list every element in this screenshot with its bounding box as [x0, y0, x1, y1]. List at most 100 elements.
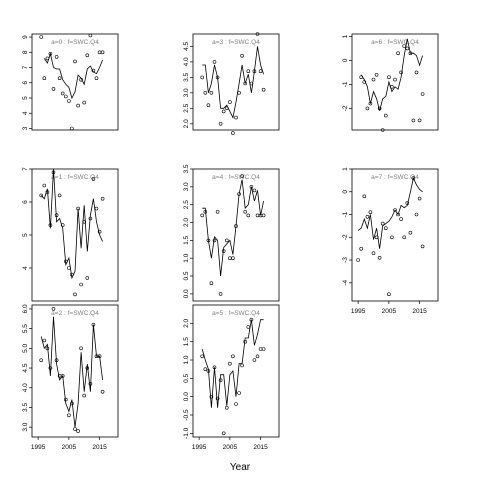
series-line — [40, 168, 103, 280]
y-tick-label: 4 — [22, 266, 29, 270]
data-point — [365, 106, 370, 111]
data-point — [243, 339, 247, 344]
panel-5: a=7 : f=SWC.Q4 -4 -3 -2 -1 0 1 1995 2005 2015 — [342, 167, 439, 315]
data-point — [79, 282, 83, 287]
y-tick-label: -3 — [342, 257, 349, 263]
data-point — [82, 393, 86, 398]
panel-frame — [192, 304, 280, 438]
data-point — [209, 281, 214, 286]
data-point — [377, 255, 382, 260]
series-line — [40, 316, 103, 428]
data-point — [73, 292, 77, 297]
data-point — [91, 177, 96, 181]
series-line — [357, 176, 423, 249]
y-tick-label: 6.0 — [22, 304, 29, 313]
data-point — [45, 56, 50, 61]
data-point — [39, 193, 44, 198]
y-tick-label: -1 — [342, 81, 349, 87]
data-point — [48, 366, 53, 370]
data-point — [39, 358, 44, 363]
data-point — [383, 226, 388, 230]
data-point — [64, 94, 68, 99]
data-point — [221, 249, 226, 253]
panel-title: a=6 : f=SWC.Q4 — [371, 39, 419, 46]
data-point — [417, 196, 422, 201]
data-point — [203, 367, 208, 372]
data-point — [380, 221, 385, 226]
data-point — [70, 272, 74, 277]
data-point — [203, 210, 208, 214]
y-tick-label: 0 — [342, 190, 349, 194]
y-tick-label: 4.5 — [183, 41, 190, 50]
data-point — [218, 378, 223, 383]
panel-frame — [31, 33, 119, 131]
y-tick-label: 1.5 — [183, 235, 190, 244]
data-point — [100, 389, 105, 394]
data-point — [206, 238, 211, 243]
y-tick-label: -1.0 — [183, 427, 190, 439]
data-point — [362, 194, 367, 199]
data-point — [411, 176, 416, 180]
y-tick-label: 5.5 — [22, 324, 29, 333]
data-point — [225, 238, 229, 243]
y-tick-label: 0.5 — [183, 373, 190, 382]
y-tick-label: 3.5 — [183, 72, 190, 81]
data-point — [234, 402, 238, 406]
data-point — [231, 256, 235, 261]
data-point — [408, 51, 413, 56]
data-point — [396, 212, 400, 217]
x-tick-label: 2005 — [62, 444, 77, 451]
y-tick-label: -2 — [342, 105, 349, 111]
data-point — [405, 201, 410, 205]
data-point — [365, 215, 370, 219]
data-point — [212, 60, 217, 64]
data-point — [390, 235, 394, 240]
data-point — [70, 401, 74, 406]
data-point — [45, 346, 50, 351]
y-tick-label: -4 — [342, 280, 349, 286]
data-point — [231, 131, 235, 135]
data-point — [359, 246, 364, 251]
data-point — [206, 103, 211, 107]
data-point — [54, 55, 59, 59]
data-point — [60, 374, 65, 378]
x-axis-label: Year — [230, 462, 251, 473]
data-point — [60, 223, 65, 227]
y-tick-label: 3.0 — [183, 182, 190, 191]
data-point — [215, 210, 220, 214]
data-point — [76, 429, 80, 433]
data-point — [206, 369, 211, 373]
data-point — [88, 216, 93, 221]
data-point — [60, 91, 65, 96]
data-point — [228, 361, 232, 366]
data-point — [97, 354, 102, 359]
data-point — [48, 223, 53, 227]
data-point — [82, 220, 86, 224]
data-point — [383, 113, 388, 118]
y-tick-label: 4.5 — [22, 363, 29, 372]
data-point — [91, 68, 96, 73]
data-point — [100, 196, 105, 201]
panel-title: a=2 : f=SWC.Q4 — [51, 310, 99, 317]
data-point — [200, 354, 204, 359]
data-point — [246, 213, 251, 218]
data-point — [91, 322, 96, 327]
series-line — [202, 179, 264, 277]
y-tick-label: 0.0 — [183, 392, 190, 401]
data-point — [39, 35, 44, 39]
data-point — [243, 210, 247, 214]
data-point — [76, 103, 80, 108]
series-line — [43, 52, 103, 100]
y-tick-label: 1.0 — [183, 253, 190, 262]
data-point — [246, 69, 251, 73]
panel-title: a=7 : f=SWC.Q4 — [371, 174, 419, 181]
data-point — [240, 174, 244, 178]
data-point — [221, 431, 226, 436]
data-point — [42, 183, 47, 188]
data-point — [237, 391, 241, 395]
y-tick-label: 3.0 — [183, 88, 190, 97]
data-point — [67, 413, 71, 418]
data-point — [67, 266, 71, 270]
data-point — [70, 126, 74, 131]
data-point — [402, 44, 407, 48]
